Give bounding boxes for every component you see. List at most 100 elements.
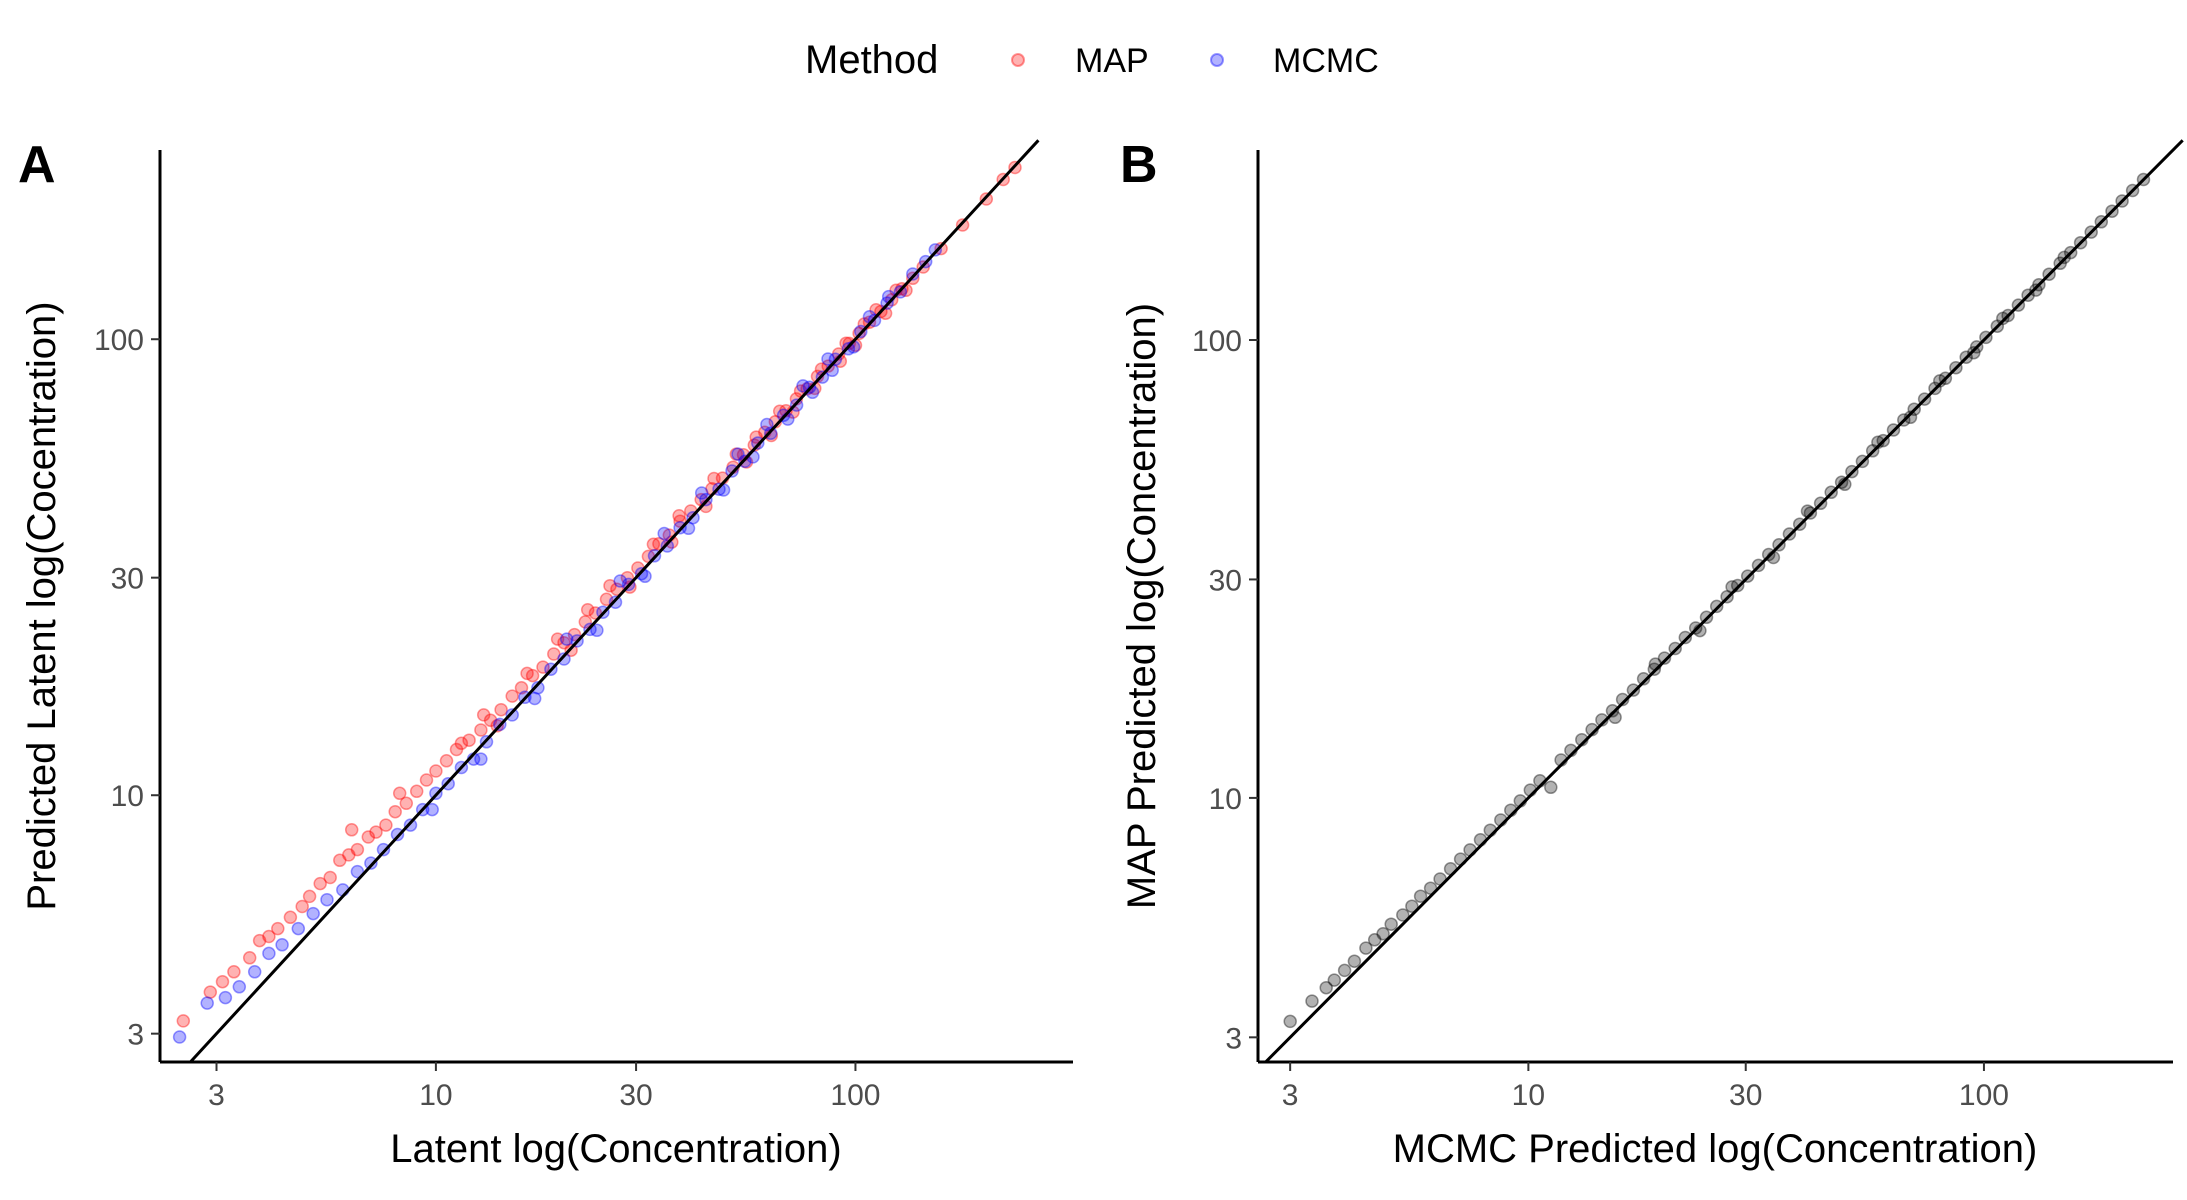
panel-a-x-tick-label: 3 (208, 1079, 225, 1112)
panel-a-point-map-7 (271, 921, 285, 936)
panel-a-point-map-29 (494, 702, 508, 717)
panel-a-point-map-44 (652, 537, 666, 551)
panel-a-point-map-60 (821, 359, 835, 373)
panel-b-point-series0-91 (1903, 410, 1918, 425)
panel-a-point-map-88 (772, 404, 787, 419)
panel-a-point-map-20 (399, 796, 414, 811)
panel-a-point-mcmc-4 (247, 965, 262, 979)
panel-a-point-mcmc-60 (590, 623, 604, 638)
panel-b-y-tick-label: 100 (1192, 325, 1242, 358)
panel-b-y-tick-label: 3 (1225, 1022, 1242, 1055)
panel-b-point-series0-4 (1337, 963, 1352, 978)
panel-b-point-series0-7 (1367, 933, 1382, 947)
panel-a-point-mcmc-2 (218, 990, 233, 1005)
panel-a-point-mcmc-71 (657, 526, 671, 541)
legend-key-map (1011, 53, 1025, 67)
panel-b-y-ticks: 3 10 30 100 (1192, 325, 1258, 1055)
panel-a-point-map-39 (599, 592, 614, 607)
panel-a-point-mcmc-72 (694, 486, 709, 500)
panel-a-point-map-77 (454, 736, 469, 751)
panel-a-point-map-31 (514, 681, 529, 695)
panel-a-point-map-27 (474, 723, 488, 737)
panel-b-point-series0-0 (1283, 1014, 1297, 1029)
panel-a-point-map-32 (525, 668, 540, 683)
panel-a-point-map-58 (800, 382, 814, 396)
panel-a-point-map-85 (707, 471, 721, 486)
panel-a-point-map-95 (490, 719, 504, 733)
panel-a-point-mcmc-9 (320, 892, 334, 907)
panel-a-point-map-3 (227, 965, 241, 979)
panel-b-x-tick-label: 3 (1282, 1079, 1299, 1112)
panel-a-x-tick-label: 30 (619, 1079, 652, 1112)
panel-a-x-axis-title: Latent log(Concentration) (390, 1127, 841, 1171)
panel-a-point-mcmc-74 (760, 417, 774, 432)
panel-a-point-mcmc-23 (505, 708, 519, 722)
panel-a-point-map-79 (520, 666, 534, 681)
panel-b-letter: B (1120, 136, 1158, 194)
panel-b-point-series0-34 (1636, 672, 1651, 686)
panel-a-point-map-21 (409, 784, 424, 799)
panel-b-point-series0-6 (1359, 941, 1373, 955)
panel-a-point-map-14 (342, 848, 356, 862)
legend-label-mcmc: MCMC (1273, 42, 1379, 80)
panel-a-point-map-76 (392, 786, 407, 801)
panel-a-point-map-97 (623, 580, 637, 594)
panel-a-point-mcmc-5 (262, 946, 276, 961)
legend: Method MAP MCMC (805, 38, 1379, 82)
panel-a-point-mcmc-0 (172, 1030, 187, 1044)
panel-a-point-mcmc-76 (821, 352, 835, 366)
panel-a-y-tick-label: 3 (127, 1019, 144, 1052)
panel-a-point-map-82 (603, 578, 617, 593)
panel-a-point-map-23 (429, 764, 443, 778)
panel-b-x-ticks: 3 10 30 100 (1282, 1062, 2009, 1112)
panel-b-point-series0-41 (1709, 599, 1724, 614)
panel-b-point-series0-31 (1605, 704, 1620, 718)
panel-b-point-series0-8 (1376, 927, 1390, 941)
panel-a-point-map-11 (313, 876, 327, 891)
panel-a-y-tick-label: 30 (111, 563, 144, 596)
panel-a-point-map-83 (646, 537, 661, 552)
panel-a-point-map-17 (369, 825, 383, 839)
panel-a-x-ticks: 3 10 30 100 (208, 1062, 880, 1112)
panel-a-reference-line (189, 139, 1040, 1064)
panel-a-letter: A (18, 136, 56, 194)
panel-a-point-map-35 (557, 635, 571, 650)
panel-a-point-map-37 (578, 615, 593, 629)
panel-a-point-map-70 (934, 241, 948, 256)
panel-a-y-ticks: 3 10 30 100 (94, 324, 160, 1052)
panel-a-point-map-87 (749, 430, 763, 444)
panel-a-point-mcmc-7 (291, 921, 306, 936)
panel-b-point-series0-33 (1626, 683, 1641, 697)
legend-key-mcmc (1210, 53, 1224, 67)
panel-a-point-map-81 (580, 603, 595, 617)
panel-b-point-series0-95 (2029, 283, 2043, 297)
panel-b-x-tick-label: 100 (1959, 1079, 2009, 1112)
panel-a-point-mcmc-1 (200, 996, 214, 1010)
panel-a-point-map-24 (439, 754, 454, 768)
panel-a-point-map-15 (350, 842, 365, 857)
panel-a-point-map-12 (323, 870, 337, 885)
panel-b-point-series0-38 (1678, 630, 1693, 645)
panel-a-point-map-2 (215, 974, 230, 989)
panel-b-x-axis-title: MCMC Predicted log(Concentration) (1393, 1127, 2038, 1171)
panel-a-point-map-40 (610, 582, 624, 596)
panel-a: A 3 10 30 100 3 10 30 100 Latent log(Concentra… (18, 136, 1073, 1171)
panel-a-y-axis-title: Predicted Latent log(Cocentration) (20, 301, 64, 910)
panel-a-point-map-98 (665, 535, 679, 549)
panel-a-point-map-22 (419, 773, 434, 787)
panel-a-point-map-86 (729, 447, 744, 461)
panel-a-point-map-30 (505, 689, 519, 703)
panel-a-point-mcmc-58 (474, 752, 488, 766)
panel-b-point-series0-32 (1615, 692, 1630, 707)
panel-a-point-map-33 (536, 660, 550, 674)
panel-a-point-mcmc-70 (613, 574, 627, 588)
panel-a-point-map-41 (620, 570, 635, 585)
panel-b-point-series0-9 (1384, 917, 1398, 931)
panel-a-point-map-5 (252, 933, 267, 948)
legend-label-map: MAP (1075, 42, 1149, 80)
panel-a-point-map-16 (361, 830, 376, 844)
panel-b-y-tick-label: 10 (1209, 783, 1242, 816)
panel-b-point-series0-36 (1657, 651, 1672, 665)
panel-a-point-map-1 (203, 985, 218, 999)
